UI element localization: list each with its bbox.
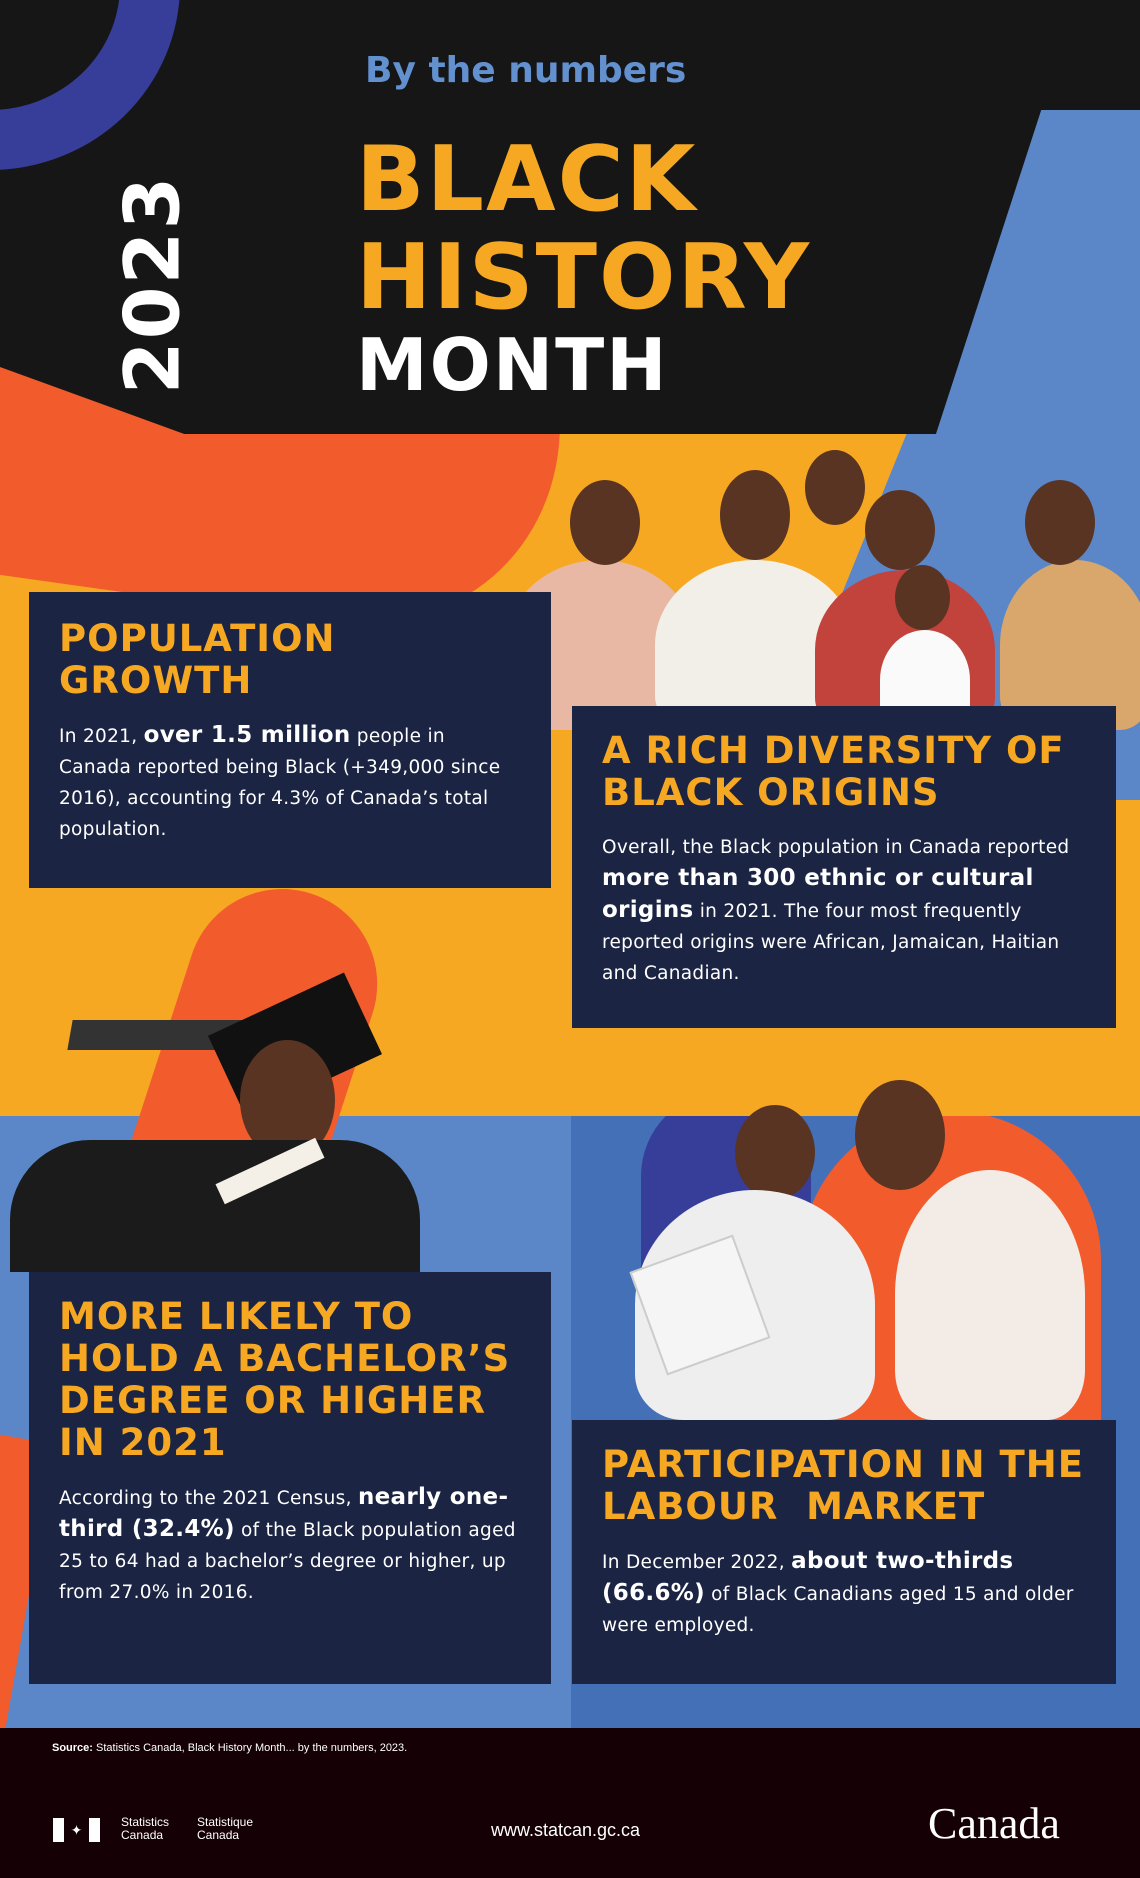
title-black: BLACK: [356, 127, 698, 232]
population-growth-card: POPULATION GROWTH In 2021, over 1.5 mill…: [29, 592, 551, 888]
org-name-en: Statistics Canada: [121, 1815, 170, 1842]
card-heading: A RICH DIVERSITY OF BLACK ORIGINS: [602, 729, 1065, 814]
card-heading: MORE LIKELY TO HOLD A BACHELOR’S DEGREE …: [59, 1295, 511, 1464]
footer: Source: Statistics Canada, Black History…: [0, 1728, 1140, 1878]
blue-triangle: [878, 110, 1140, 434]
card-heading: PARTICIPATION IN THE LABOUR MARKET: [602, 1443, 1098, 1528]
org-name-fr: Statistique Canada: [197, 1815, 254, 1842]
family-photo: [505, 450, 1140, 730]
card-text: According to the 2021 Census, nearly one…: [59, 1484, 516, 1603]
card-text: In December 2022, about two-thirds (66.6…: [602, 1548, 1074, 1636]
website-link[interactable]: www.statcan.gc.ca: [491, 1820, 641, 1840]
card-text: In 2021, over 1.5 million people in Cana…: [59, 722, 501, 840]
card-heading: POPULATION GROWTH: [59, 617, 336, 702]
header: By the numbers 2023 BLACK HISTORY MONTH: [0, 0, 1140, 434]
canada-flag-icon: ✦: [53, 1818, 100, 1842]
card-text: Overall, the Black population in Canada …: [602, 837, 1070, 984]
year-vertical: 2023: [107, 174, 197, 395]
doctor-patient-photo: [625, 1080, 1095, 1420]
canada-wordmark: Canada: [928, 1799, 1060, 1848]
title-history: HISTORY: [356, 225, 812, 330]
title-month: MONTH: [356, 323, 669, 407]
graduation-photo: [10, 972, 420, 1272]
labour-market-card: PARTICIPATION IN THE LABOUR MARKET In De…: [572, 1420, 1116, 1684]
subtitle: By the numbers: [365, 50, 687, 91]
bachelors-degree-card: MORE LIKELY TO HOLD A BACHELOR’S DEGREE …: [29, 1272, 551, 1684]
source-note: Source: Statistics Canada, Black History…: [52, 1742, 408, 1754]
diversity-card: A RICH DIVERSITY OF BLACK ORIGINS Overal…: [572, 706, 1116, 1028]
